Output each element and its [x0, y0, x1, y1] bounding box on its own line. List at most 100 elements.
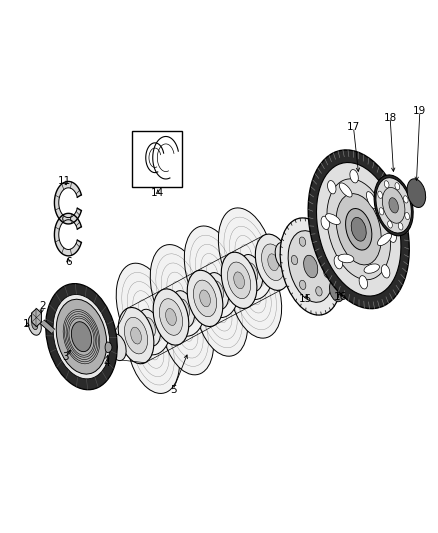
- Ellipse shape: [316, 287, 322, 296]
- Ellipse shape: [177, 299, 190, 319]
- Ellipse shape: [268, 254, 279, 271]
- Ellipse shape: [334, 255, 343, 269]
- Text: 18: 18: [384, 112, 397, 123]
- Ellipse shape: [321, 216, 329, 230]
- Bar: [132, 131, 182, 187]
- Ellipse shape: [308, 150, 409, 309]
- Ellipse shape: [166, 309, 177, 326]
- Ellipse shape: [187, 270, 223, 327]
- Ellipse shape: [245, 263, 258, 283]
- Ellipse shape: [162, 291, 214, 375]
- Ellipse shape: [127, 310, 180, 393]
- Ellipse shape: [351, 217, 366, 241]
- Ellipse shape: [32, 320, 38, 329]
- Ellipse shape: [389, 198, 399, 213]
- Ellipse shape: [398, 223, 403, 230]
- Ellipse shape: [109, 334, 126, 361]
- Ellipse shape: [118, 308, 154, 364]
- Ellipse shape: [46, 284, 117, 390]
- Ellipse shape: [381, 265, 390, 278]
- Ellipse shape: [221, 252, 257, 309]
- Ellipse shape: [240, 254, 263, 291]
- Ellipse shape: [291, 255, 298, 265]
- Ellipse shape: [338, 254, 354, 263]
- Ellipse shape: [53, 295, 110, 379]
- Ellipse shape: [184, 226, 240, 318]
- Ellipse shape: [403, 196, 408, 203]
- Ellipse shape: [367, 191, 377, 209]
- Ellipse shape: [196, 272, 247, 356]
- Text: 2: 2: [39, 301, 46, 311]
- Ellipse shape: [315, 244, 322, 253]
- Ellipse shape: [299, 237, 306, 246]
- Text: 4: 4: [103, 358, 110, 368]
- Polygon shape: [54, 213, 81, 256]
- Ellipse shape: [211, 281, 223, 301]
- Polygon shape: [32, 309, 42, 327]
- Ellipse shape: [407, 179, 426, 207]
- Ellipse shape: [327, 179, 391, 280]
- Ellipse shape: [374, 175, 413, 236]
- Ellipse shape: [124, 317, 148, 354]
- Text: 1: 1: [23, 319, 29, 329]
- Ellipse shape: [288, 231, 333, 302]
- Ellipse shape: [255, 234, 291, 290]
- Ellipse shape: [150, 245, 206, 336]
- Text: 15: 15: [299, 294, 312, 304]
- Ellipse shape: [350, 169, 358, 183]
- Ellipse shape: [219, 208, 274, 300]
- Ellipse shape: [317, 163, 401, 296]
- Ellipse shape: [324, 268, 330, 278]
- Ellipse shape: [395, 183, 399, 190]
- Ellipse shape: [376, 177, 411, 233]
- Ellipse shape: [378, 191, 382, 198]
- Ellipse shape: [336, 193, 381, 265]
- Ellipse shape: [200, 290, 210, 307]
- Ellipse shape: [339, 183, 352, 197]
- Ellipse shape: [382, 188, 405, 223]
- Text: 14: 14: [151, 188, 165, 198]
- Ellipse shape: [346, 208, 372, 250]
- Ellipse shape: [194, 280, 217, 317]
- Ellipse shape: [153, 289, 189, 345]
- Ellipse shape: [375, 190, 383, 203]
- Ellipse shape: [328, 181, 336, 194]
- Text: 11: 11: [57, 176, 71, 187]
- Ellipse shape: [275, 243, 292, 269]
- Ellipse shape: [116, 263, 172, 355]
- Polygon shape: [54, 181, 81, 224]
- Ellipse shape: [405, 212, 410, 220]
- Ellipse shape: [325, 214, 340, 224]
- Ellipse shape: [234, 272, 244, 289]
- Text: 3: 3: [62, 352, 69, 362]
- Ellipse shape: [56, 299, 107, 374]
- Ellipse shape: [300, 280, 306, 289]
- Ellipse shape: [261, 244, 285, 280]
- Ellipse shape: [379, 208, 384, 215]
- Ellipse shape: [384, 181, 389, 188]
- Ellipse shape: [172, 290, 194, 327]
- Ellipse shape: [131, 327, 141, 344]
- Text: 17: 17: [347, 122, 360, 132]
- Ellipse shape: [388, 229, 396, 243]
- Text: 5: 5: [170, 385, 177, 395]
- Ellipse shape: [206, 272, 229, 309]
- Ellipse shape: [138, 309, 160, 346]
- Ellipse shape: [143, 318, 155, 338]
- Ellipse shape: [329, 279, 344, 302]
- Text: 6: 6: [65, 257, 72, 267]
- Polygon shape: [105, 342, 112, 353]
- Ellipse shape: [378, 233, 392, 246]
- Ellipse shape: [230, 254, 282, 338]
- Text: 16: 16: [334, 292, 347, 302]
- Ellipse shape: [159, 298, 183, 335]
- Ellipse shape: [227, 262, 251, 298]
- Ellipse shape: [280, 218, 341, 315]
- Ellipse shape: [388, 221, 392, 228]
- Ellipse shape: [364, 264, 379, 273]
- Ellipse shape: [359, 276, 367, 289]
- Text: 19: 19: [413, 106, 427, 116]
- Ellipse shape: [304, 255, 318, 278]
- Ellipse shape: [71, 322, 92, 352]
- Ellipse shape: [28, 314, 41, 335]
